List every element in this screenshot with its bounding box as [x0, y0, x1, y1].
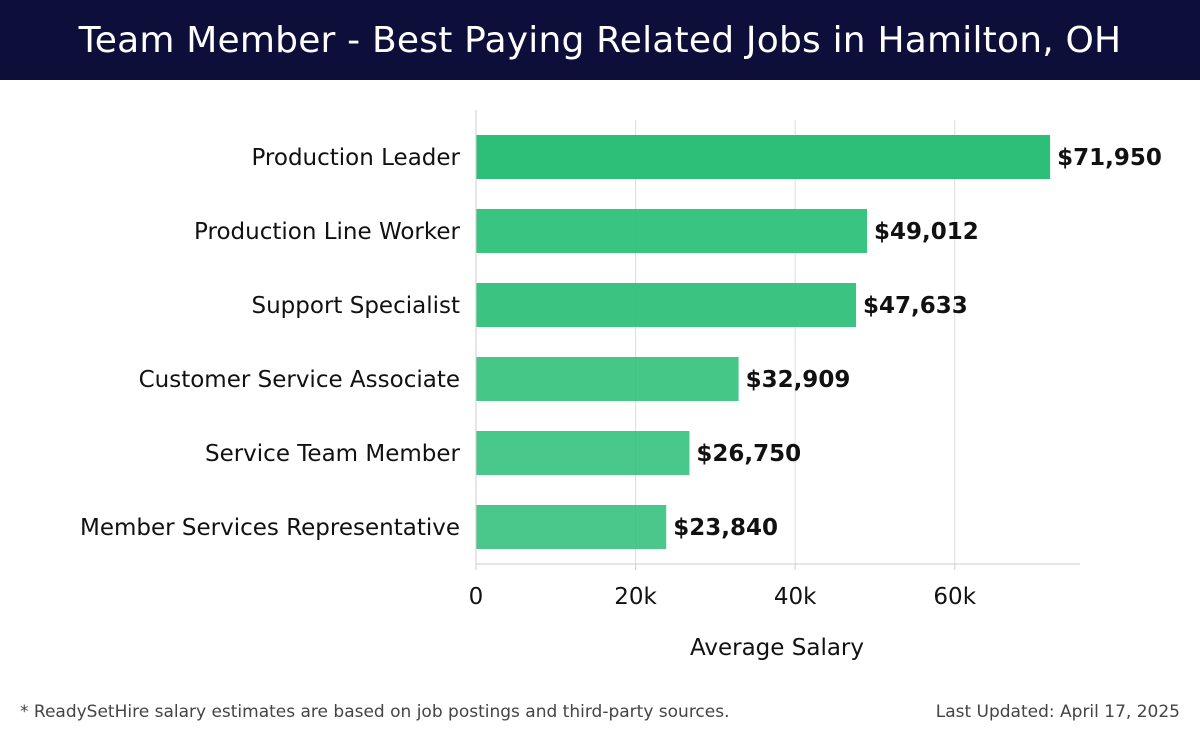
- category-label: Production Line Worker: [194, 219, 460, 245]
- category-label: Service Team Member: [205, 441, 461, 467]
- category-label: Support Specialist: [252, 293, 461, 319]
- bars: [476, 135, 1051, 549]
- category-label: Customer Service Associate: [139, 367, 460, 393]
- bar: [476, 135, 1051, 179]
- footnote: * ReadySetHire salary estimates are base…: [20, 702, 730, 722]
- x-tick-label: 0: [469, 584, 484, 610]
- value-label: $32,909: [746, 367, 851, 393]
- value-label: $23,840: [673, 515, 778, 541]
- bar: [476, 431, 690, 475]
- last-updated: Last Updated: April 17, 2025: [935, 702, 1180, 722]
- bar: [476, 283, 857, 327]
- category-label: Member Services Representative: [80, 515, 460, 541]
- x-axis-title: Average Salary: [690, 635, 864, 661]
- value-label: $71,950: [1057, 145, 1162, 171]
- chart-header: Team Member - Best Paying Related Jobs i…: [0, 0, 1200, 80]
- x-tick-label: 60k: [933, 584, 976, 610]
- x-tick-label: 40k: [774, 584, 817, 610]
- category-label: Production Leader: [251, 145, 460, 171]
- bar: [476, 209, 868, 253]
- x-tick-label: 20k: [614, 584, 657, 610]
- labels: Production Leader $71,950 Production Line …: [80, 145, 1162, 541]
- value-label: $49,012: [874, 219, 979, 245]
- salary-bar-chart: 0 20k 40k 60k Production Leader $71,950Produ…: [80, 110, 1162, 661]
- bar: [476, 357, 739, 401]
- value-label: $47,633: [863, 293, 968, 319]
- x-axis: 0 20k 40k 60k: [469, 110, 1080, 610]
- grid-lines: [475, 120, 956, 564]
- value-label: $26,750: [696, 441, 801, 467]
- chart-title: Team Member - Best Paying Related Jobs i…: [78, 19, 1122, 61]
- bar: [476, 505, 667, 549]
